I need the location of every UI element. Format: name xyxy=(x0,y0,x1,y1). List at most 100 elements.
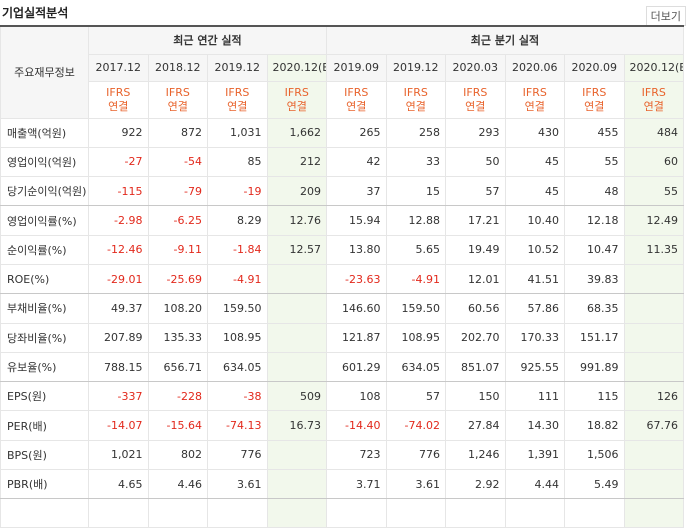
value-cell xyxy=(266,263,327,295)
value-cell: 11.35 xyxy=(623,234,684,265)
value-cell: -79 xyxy=(147,176,208,207)
value-cell: 68.35 xyxy=(564,293,625,324)
value-cell: 45 xyxy=(504,176,565,207)
value-cell: 258 xyxy=(385,117,446,148)
period-header: 2020.09 xyxy=(564,53,625,82)
value-cell: 12.76 xyxy=(266,205,327,236)
period-header: 2020.12(E) xyxy=(266,53,327,82)
value-cell: 41.51 xyxy=(504,263,565,295)
data-row: ROE(%) -29.01 -25.69 -4.91 -23.63 -4.91 12.01 4… xyxy=(0,263,684,295)
value-cell: -74.13 xyxy=(207,410,268,441)
data-row xyxy=(0,498,684,528)
value-cell: 108.95 xyxy=(385,322,446,353)
basis-label: IFRS xyxy=(403,85,428,99)
value-cell: 60 xyxy=(623,146,684,178)
basis-label: 연결 xyxy=(286,99,307,113)
basis-label: 연결 xyxy=(643,99,664,113)
value-cell xyxy=(623,351,684,383)
basis-label: IFRS xyxy=(344,85,369,99)
value-cell: 12.49 xyxy=(623,205,684,236)
basis-label: 연결 xyxy=(108,99,129,113)
row-label: ROE(%) xyxy=(0,263,89,295)
value-cell: 207.89 xyxy=(88,322,149,353)
value-cell: 67.76 xyxy=(623,410,684,441)
value-cell: 126 xyxy=(623,381,684,412)
value-cell: 27.84 xyxy=(445,410,506,441)
value-cell: 3.71 xyxy=(326,469,387,500)
value-cell: -6.25 xyxy=(147,205,208,236)
value-cell: 57 xyxy=(385,381,446,412)
value-cell: -15.64 xyxy=(147,410,208,441)
value-cell: -337 xyxy=(88,381,149,412)
value-cell: 1,662 xyxy=(266,117,327,148)
value-cell: 33 xyxy=(385,146,446,178)
section-title: 기업실적분석 xyxy=(2,6,69,20)
more-button[interactable]: 더보기 xyxy=(645,6,686,26)
value-cell: 42 xyxy=(326,146,387,178)
period-header: 2019.12 xyxy=(385,53,446,82)
row-label: 매출액(억원) xyxy=(0,117,89,148)
empty-cell xyxy=(504,498,565,528)
page: 기업실적분석 더보기 주요재무정보 최근 연간 실적 최근 분기 실적 2017.12… xyxy=(0,6,686,528)
corner-header: 주요재무정보 xyxy=(0,25,89,119)
empty-cell xyxy=(147,498,208,528)
value-cell: 150 xyxy=(445,381,506,412)
value-cell: 212 xyxy=(266,146,327,178)
value-cell: 108.20 xyxy=(147,293,208,324)
period-header: 2019.12 xyxy=(207,53,268,82)
value-cell xyxy=(266,469,327,500)
value-cell: 922 xyxy=(88,117,149,148)
value-cell: 15.94 xyxy=(326,205,387,236)
data-row: 영업이익률(%) -2.98 -6.25 8.29 12.76 15.94 12.88 17.… xyxy=(0,205,684,236)
value-cell: 12.57 xyxy=(266,234,327,265)
basis-header: IFRS 연결 xyxy=(207,80,268,119)
empty-cell xyxy=(623,498,684,528)
data-row: EPS(원) -337 -228 -38 509 108 57 150 111 115 126 xyxy=(0,381,684,412)
empty-cell xyxy=(385,498,446,528)
value-cell: 776 xyxy=(207,439,268,471)
basis-label: IFRS xyxy=(165,85,190,99)
empty-cell xyxy=(445,498,506,528)
value-cell: 1,391 xyxy=(504,439,565,471)
row-label: 영업이익률(%) xyxy=(0,205,89,236)
value-cell: -4.91 xyxy=(207,263,268,295)
value-cell: -23.63 xyxy=(326,263,387,295)
value-cell xyxy=(266,439,327,471)
value-cell: 1,246 xyxy=(445,439,506,471)
value-cell: 455 xyxy=(564,117,625,148)
value-cell: 10.47 xyxy=(564,234,625,265)
value-cell: 57.86 xyxy=(504,293,565,324)
period-header: 2018.12 xyxy=(147,53,208,82)
basis-header: IFRS 연결 xyxy=(564,80,625,119)
basis-label: IFRS xyxy=(463,85,488,99)
value-cell: -29.01 xyxy=(88,263,149,295)
value-cell: 135.33 xyxy=(147,322,208,353)
basis-label: IFRS xyxy=(582,85,607,99)
value-cell: 121.87 xyxy=(326,322,387,353)
value-cell: 60.56 xyxy=(445,293,506,324)
value-cell: -25.69 xyxy=(147,263,208,295)
value-cell xyxy=(623,469,684,500)
value-cell: 39.83 xyxy=(564,263,625,295)
value-cell xyxy=(623,322,684,353)
value-cell: -54 xyxy=(147,146,208,178)
value-cell: 10.52 xyxy=(504,234,565,265)
data-row: 영업이익(억원) -27 -54 85 212 42 33 50 45 55 60 xyxy=(0,146,684,178)
value-cell: 3.61 xyxy=(385,469,446,500)
data-row: 당좌비율(%) 207.89 135.33 108.95 121.87 108.95 202… xyxy=(0,322,684,353)
value-cell: 17.21 xyxy=(445,205,506,236)
value-cell: 5.49 xyxy=(564,469,625,500)
value-cell: 4.65 xyxy=(88,469,149,500)
value-cell: 2.92 xyxy=(445,469,506,500)
value-cell: 48 xyxy=(564,176,625,207)
basis-header: IFRS 연결 xyxy=(445,80,506,119)
row-label: 유보율(%) xyxy=(0,351,89,383)
value-cell: 45 xyxy=(504,146,565,178)
value-cell: 115 xyxy=(564,381,625,412)
value-cell: 12.18 xyxy=(564,205,625,236)
value-cell: -115 xyxy=(88,176,149,207)
value-cell: 14.30 xyxy=(504,410,565,441)
data-row: 부채비율(%) 49.37 108.20 159.50 146.60 159.50 60.5… xyxy=(0,293,684,324)
value-cell: 159.50 xyxy=(207,293,268,324)
value-cell: -14.07 xyxy=(88,410,149,441)
